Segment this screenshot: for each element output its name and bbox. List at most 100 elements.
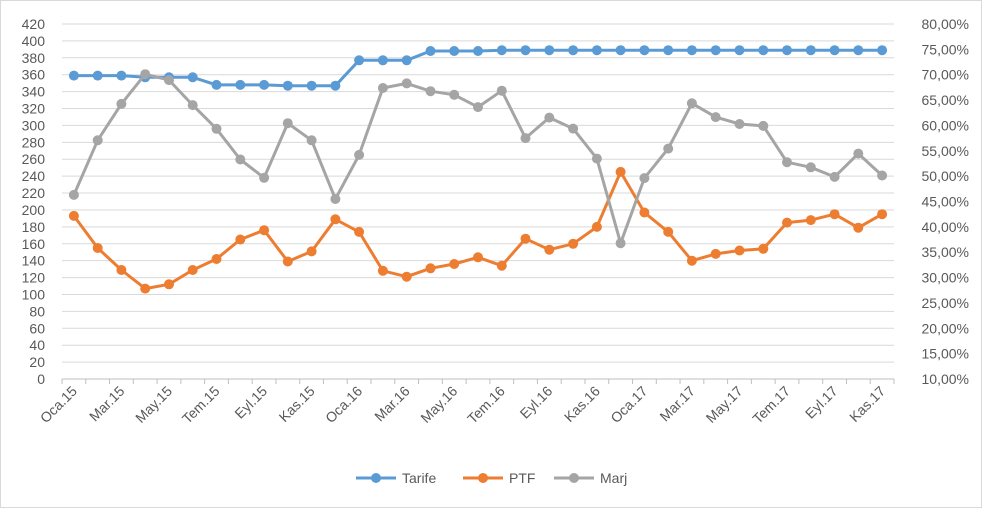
data-point-marj xyxy=(639,173,650,184)
x-tick-label: Kas.16 xyxy=(561,383,603,425)
right-y-tick-label: 20,00% xyxy=(922,320,969,336)
data-point-tarife xyxy=(425,46,436,56)
data-point-tarife xyxy=(615,45,626,56)
data-point-marj xyxy=(377,83,388,93)
x-tick-label: Mar.15 xyxy=(86,383,128,425)
x-tick-label: Oca.16 xyxy=(322,383,365,426)
right-y-tick-label: 70,00% xyxy=(922,67,969,83)
gridlines xyxy=(62,23,894,363)
data-point-tarife xyxy=(211,79,222,90)
data-point-tarife xyxy=(639,45,650,56)
data-point-ptf xyxy=(473,252,483,263)
x-tick-label: Mar.17 xyxy=(656,383,698,425)
data-point-ptf xyxy=(829,209,840,220)
data-point-ptf xyxy=(639,207,650,218)
data-point-ptf xyxy=(401,271,412,282)
left-y-tick-label: 240 xyxy=(22,168,46,184)
data-point-ptf xyxy=(877,209,888,220)
data-point-tarife xyxy=(187,72,198,83)
data-point-ptf xyxy=(235,234,246,245)
left-y-tick-label: 420 xyxy=(22,16,46,32)
legend-label-marj: Marj xyxy=(600,470,627,486)
right-y-tick-label: 60,00% xyxy=(922,117,969,133)
data-point-marj xyxy=(544,112,555,123)
x-tick-label: Oca.17 xyxy=(607,383,650,426)
data-point-ptf xyxy=(425,263,436,274)
x-tick-label: Kas.17 xyxy=(846,383,888,425)
right-y-tick-label: 15,00% xyxy=(922,346,969,362)
x-tick-label: May.15 xyxy=(132,383,175,426)
left-y-tick-label: 40 xyxy=(29,337,45,353)
x-tick-label: Eyl.16 xyxy=(517,383,556,422)
data-point-ptf xyxy=(496,260,507,271)
data-point-marj xyxy=(68,189,79,200)
data-point-ptf xyxy=(282,256,293,267)
left-y-tick-label: 20 xyxy=(29,354,45,370)
legend-marker-ptf xyxy=(478,473,488,483)
data-point-ptf xyxy=(615,166,626,177)
data-point-ptf xyxy=(68,210,79,221)
data-point-ptf xyxy=(259,225,270,236)
data-point-tarife xyxy=(449,46,460,56)
data-point-ptf xyxy=(92,243,103,253)
data-point-marj xyxy=(829,171,840,182)
left-y-tick-label: 100 xyxy=(22,286,46,302)
data-point-marj xyxy=(330,194,341,204)
right-y-tick-label: 35,00% xyxy=(922,244,969,260)
data-point-tarife xyxy=(568,45,579,56)
x-tick-label: Tem.17 xyxy=(749,383,793,427)
left-y-tick-label: 360 xyxy=(22,67,46,83)
series-line-marj xyxy=(72,72,884,245)
data-point-ptf xyxy=(449,259,460,269)
data-point-marj xyxy=(425,86,436,97)
data-point-ptf xyxy=(187,265,198,275)
left-y-tick-label: 60 xyxy=(29,320,45,336)
data-point-marj xyxy=(187,100,198,111)
x-tick-label: Oca.15 xyxy=(37,383,80,426)
data-point-ptf xyxy=(568,238,579,249)
x-tick-label: Mar.16 xyxy=(371,383,413,425)
data-point-tarife xyxy=(805,45,816,56)
data-point-tarife xyxy=(591,45,602,56)
left-y-tick-label: 380 xyxy=(22,50,46,66)
data-point-marj xyxy=(354,149,365,160)
legend-item-tarife: Tarife xyxy=(356,470,436,486)
data-point-ptf xyxy=(330,214,341,225)
data-point-marj xyxy=(259,172,270,183)
left-y-tick-label: 280 xyxy=(22,134,46,150)
data-point-ptf xyxy=(686,255,697,266)
x-tick-label: Kas.15 xyxy=(276,383,318,425)
series-marj xyxy=(68,69,888,249)
data-point-tarife xyxy=(235,79,246,90)
data-point-marj xyxy=(615,238,626,249)
data-point-marj xyxy=(782,157,792,168)
legend-item-ptf: PTF xyxy=(463,470,535,486)
data-point-ptf xyxy=(211,254,222,264)
data-point-tarife xyxy=(758,45,769,56)
data-point-marj xyxy=(853,148,864,159)
data-point-marj xyxy=(140,69,151,80)
data-point-tarife xyxy=(710,45,721,56)
data-point-marj xyxy=(235,154,246,165)
right-y-tick-label: 30,00% xyxy=(922,270,969,286)
data-point-tarife xyxy=(663,45,674,56)
data-point-tarife xyxy=(877,45,888,56)
data-point-marj xyxy=(496,85,507,96)
x-tick-label: Tem.15 xyxy=(179,383,223,427)
data-point-ptf xyxy=(544,244,555,255)
data-point-marj xyxy=(164,75,174,86)
x-tick-label: May.16 xyxy=(417,383,460,426)
data-point-ptf xyxy=(377,265,388,276)
legend-label-ptf: PTF xyxy=(509,470,535,486)
left-y-tick-label: 400 xyxy=(22,33,46,49)
data-point-tarife xyxy=(829,45,840,56)
data-point-ptf xyxy=(591,221,602,232)
data-point-tarife xyxy=(92,70,103,81)
right-y-tick-label: 55,00% xyxy=(922,143,969,159)
data-point-tarife xyxy=(782,45,792,56)
data-point-tarife xyxy=(116,70,127,81)
data-point-ptf xyxy=(710,248,721,259)
x-tick-label: Tem.16 xyxy=(464,383,508,427)
